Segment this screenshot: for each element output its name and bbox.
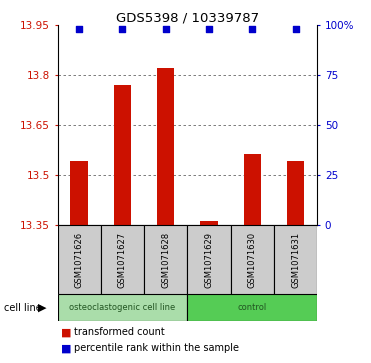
Text: ■: ■: [61, 343, 72, 354]
Text: transformed count: transformed count: [74, 327, 165, 337]
Text: osteoclastogenic cell line: osteoclastogenic cell line: [69, 303, 175, 312]
Point: [206, 26, 212, 32]
Text: ■: ■: [61, 327, 72, 337]
Bar: [187, 225, 231, 294]
Bar: [244, 154, 261, 225]
Text: GSM1071627: GSM1071627: [118, 232, 127, 287]
Bar: [144, 225, 187, 294]
Text: GSM1071630: GSM1071630: [248, 232, 257, 287]
Point: [119, 26, 125, 32]
Bar: [287, 161, 304, 225]
Bar: [70, 161, 88, 225]
Bar: [114, 85, 131, 225]
Bar: [231, 225, 274, 294]
Bar: [101, 225, 144, 294]
Bar: [58, 294, 187, 321]
Bar: [187, 294, 317, 321]
Text: ▶: ▶: [39, 303, 47, 313]
Point: [293, 26, 299, 32]
Title: GDS5398 / 10339787: GDS5398 / 10339787: [116, 11, 259, 24]
Bar: [157, 68, 174, 225]
Point: [76, 26, 82, 32]
Text: GSM1071631: GSM1071631: [291, 232, 300, 287]
Text: cell line: cell line: [4, 303, 42, 313]
Bar: [274, 225, 317, 294]
Point: [163, 26, 169, 32]
Text: percentile rank within the sample: percentile rank within the sample: [74, 343, 239, 354]
Point: [249, 26, 255, 32]
Bar: [200, 221, 218, 225]
Text: GSM1071628: GSM1071628: [161, 232, 170, 287]
Text: control: control: [238, 303, 267, 312]
Bar: [58, 225, 101, 294]
Text: GSM1071629: GSM1071629: [204, 232, 213, 287]
Text: GSM1071626: GSM1071626: [75, 232, 83, 287]
